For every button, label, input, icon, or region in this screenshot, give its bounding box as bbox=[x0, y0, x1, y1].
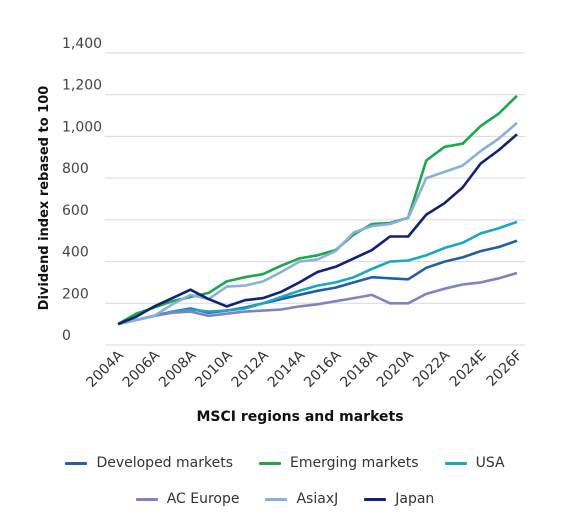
x-tick-label: 2012A bbox=[229, 347, 273, 391]
legend-swatch bbox=[364, 497, 387, 501]
x-tick-label: 2008A bbox=[156, 347, 200, 391]
legend-item-ac-europe[interactable]: AC Europe bbox=[135, 491, 240, 507]
legend-label: Japan bbox=[395, 491, 435, 507]
series-line-usa bbox=[117, 220, 518, 326]
y-tick-label: 400 bbox=[62, 245, 89, 261]
legend-swatch bbox=[259, 461, 281, 465]
legend-item-developed-markets[interactable]: Developed markets bbox=[65, 455, 233, 471]
legend-swatch bbox=[65, 461, 88, 465]
x-tick-label: 2020A bbox=[374, 347, 418, 391]
x-tick-label: 2004A bbox=[84, 347, 128, 391]
x-tick-label: 2024E bbox=[447, 348, 490, 391]
y-tick-label: 0 bbox=[62, 328, 71, 344]
legend-label: Developed markets bbox=[96, 455, 233, 471]
x-tick-label: 2026F bbox=[484, 348, 526, 390]
legend-item-emerging-markets[interactable]: Emerging markets bbox=[259, 455, 419, 471]
legend-swatch bbox=[135, 497, 158, 501]
legend-row-2: AC Europe AsiaxJ Japan bbox=[0, 491, 570, 507]
x-tick-label: 2014A bbox=[265, 347, 309, 391]
x-tick-label: 2010A bbox=[192, 347, 236, 391]
series-line-japan bbox=[117, 133, 518, 326]
legend-label: AsiaxJ bbox=[296, 491, 339, 507]
y-axis-label: Dividend index rebased to 100 bbox=[37, 86, 52, 311]
series-lines bbox=[117, 94, 518, 326]
x-tick-label: 2016A bbox=[301, 347, 345, 391]
x-tick-label: 2022A bbox=[410, 347, 454, 391]
y-tick-label: 1,200 bbox=[62, 78, 102, 94]
legend-label: AC Europe bbox=[166, 491, 240, 507]
legend-label: Emerging markets bbox=[290, 455, 419, 471]
y-tick-label: 600 bbox=[62, 203, 89, 219]
y-tick-labels: 0 200 400 600 800 1,000 1,200 1,400 bbox=[62, 36, 102, 344]
legend-item-usa[interactable]: USA bbox=[444, 455, 505, 471]
legend-row-1: Developed markets Emerging markets USA bbox=[0, 455, 570, 471]
series-line-asiaxj bbox=[117, 121, 518, 326]
x-tick-labels: 2004A2006A2008A2010A2012A2014A2016A2018A… bbox=[84, 347, 526, 391]
y-tick-label: 1,400 bbox=[62, 36, 102, 52]
legend-item-japan[interactable]: Japan bbox=[364, 491, 434, 507]
x-axis-label: MSCI regions and markets bbox=[196, 409, 403, 425]
y-tick-label: 800 bbox=[62, 161, 89, 177]
y-tick-label: 1,000 bbox=[62, 119, 102, 135]
x-tick-label: 2006A bbox=[120, 347, 164, 391]
y-tick-label: 200 bbox=[62, 286, 89, 302]
legend-item-asiaxj[interactable]: AsiaxJ bbox=[265, 491, 338, 507]
legend-label: USA bbox=[475, 455, 505, 471]
x-tick-label: 2018A bbox=[337, 347, 381, 391]
legend-swatch bbox=[444, 461, 467, 465]
legend-swatch bbox=[265, 497, 288, 501]
series-line-ac-europe bbox=[117, 271, 518, 326]
